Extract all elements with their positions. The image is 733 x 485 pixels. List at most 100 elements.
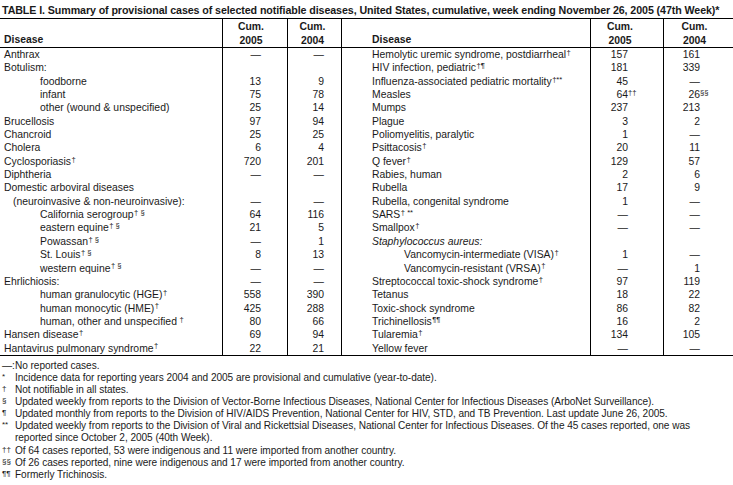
footnote-reference: † ** [401,208,413,217]
disease-label: Botulism: [4,62,47,73]
footnote-marker: †† [2,444,11,456]
disease-label: California serogroup [40,209,134,220]
cum-2004-value-right: — [663,75,733,89]
cum-2005-value-right: — [590,342,663,356]
footnote: ¶¶Formerly Trichinosis. [0,469,733,481]
cum-2004-value-right: 105 [663,328,733,342]
cum-2004-value-right: 6 [663,168,733,181]
cum-2004-value-right: 57 [663,155,733,169]
cum-2005-value-left [222,61,287,75]
footnote-reference: † [177,315,183,324]
mmwr-table-page: TABLE I. Summary of provisional cases of… [0,0,733,485]
disease-name-right: Psittacosis† [341,141,590,155]
cum-2004-value-left: — [287,275,341,289]
table-title: TABLE I. Summary of provisional cases of… [0,0,733,19]
disease-label: Cholera [4,142,40,153]
year-label: 2004 [288,34,337,47]
cum-2005-value-left: 6 [222,141,287,155]
footnote: ¶Updated monthly from reports to the Div… [0,408,733,420]
table-row: Chancroid2525Poliomyelitis, paralytic1— [0,128,733,141]
cum-2004-value-right: — [663,221,733,235]
disease-label: HIV infection, pediatric [372,62,476,73]
disease-name-left: Powassan† § [0,235,222,249]
footnote-text: No reported cases. [15,360,99,371]
footnote-reference: † § [134,208,145,217]
disease-name-right: Q fever† [341,155,590,169]
cum-2005-value-left: — [222,262,287,276]
cum-2004-value-right: 26§§ [663,88,733,102]
cum-2005-value-right: 17 [590,181,663,194]
cum-2005-value-left: 25 [222,101,287,114]
footnote: —:No reported cases. [0,360,733,372]
footnote-reference: †¶ [476,61,484,70]
disease-label: western equine [40,263,110,274]
disease-name-left: Cholera [0,141,222,155]
disease-name-right: Toxic-shock syndrome [341,302,590,316]
footnote-text: Updated weekly from reports to the Divis… [15,420,690,431]
cum-2005-value-right: 18 [590,288,663,302]
disease-name-left: Botulism: [0,61,222,75]
cum-2005-value-left: 69 [222,328,287,342]
table-row: Powassan† §—1Staphylococcus aureus: [0,235,733,248]
disease-label: Toxic-shock syndrome [372,303,475,314]
cum-2005-value-right: 157 [590,48,663,62]
cum-2005-value-left: 22 [222,342,287,356]
disease-label: Ehrlichiosis: [4,276,59,287]
cum-2004-value-left: 288 [287,302,341,316]
footnote-reference: † [418,328,422,337]
table-row: human granulocytic (HGE)†558390Tetanus18… [0,288,733,301]
disease-label: Smallpox [372,222,415,233]
disease-label: SARS [372,209,400,220]
cum-2004-value-right [663,235,733,249]
footnote-text: Not notifiable in all states. [15,384,129,395]
cum-2005-value-right: 1 [590,195,663,208]
footnote: §§Of 26 cases reported, nine were indige… [0,457,733,469]
footnote-marker: ** [2,419,8,431]
disease-name-right: SARS† ** [341,208,590,222]
disease-name-right: Yellow fever [341,342,590,356]
footnote-reference: † [539,275,543,284]
cum-2004-value-right: — [663,195,733,208]
cum-2005-value-right: 181 [590,61,663,75]
footnote-reference: † [422,141,426,150]
disease-label: Chancroid [4,129,51,140]
disease-name-right: Vancomycin-resistant (VRSA)† [341,262,590,276]
disease-label: eastern equine [40,222,109,233]
cum-2004-value-left: 14 [287,101,341,114]
footnote: †† Of 64 cases reported, 53 were indigeno… [0,445,733,457]
cum-2005-value-right: 64†† [590,88,663,102]
footnote-text: Incidence data for reporting years 2004 … [15,372,437,383]
year-label: 2005 [591,34,649,47]
footnote-text: Updated weekly from reports to the Divis… [15,396,654,407]
footnote-marker: * [2,371,5,383]
footnote-reference: ¶¶ [432,315,440,324]
cum-2004-value-right: 213 [663,101,733,114]
footnote-reference: † [567,48,571,57]
table-row: California serogroup† §64116SARS† **—— [0,208,733,221]
cum-2004-value-left: 201 [287,155,341,169]
footnote-text: Of 64 cases reported, 53 were indigenous… [15,445,396,456]
cum-2005-value-right: 237 [590,101,663,114]
disease-label: Diphtheria [4,169,51,180]
disease-label: Staphylococcus aureus: [372,236,482,247]
footnote: ** Updated weekly from reports to the Div… [0,420,733,432]
table-header: Disease Cum. 2005 Cum. 2004 Disease Cum.… [0,19,733,48]
table-row: infant7578Measles64††26§§ [0,88,733,101]
cum-2004-value-right: 82 [663,302,733,316]
cum-2004-value-right: 161 [663,48,733,62]
table-row: Cholera64Psittacosis†2011 [0,141,733,154]
table-row: Hansen disease†6994Tularemia†134105 [0,328,733,341]
cum-2004-value-right: — [663,248,733,262]
disease-label: human granulocytic (HGE) [40,289,162,300]
table-title-text: TABLE I. Summary of provisional cases of… [2,4,719,16]
cum-2004-value-right: 2 [663,315,733,329]
disease-label: human, other and unspecified [40,316,177,327]
cum-2005-value-left: 97 [222,115,287,128]
year-label: 2004 [664,34,725,47]
cum-2005-value-left: — [222,195,287,208]
cum-2004-value-right: 2 [663,115,733,128]
cum-2005-value-left: 75 [222,88,287,102]
cum-2005-value-right: — [590,262,663,276]
cum-2005-value-left: — [222,48,287,62]
disease-label: Vancomycin-intermediate (VISA) [404,249,554,260]
